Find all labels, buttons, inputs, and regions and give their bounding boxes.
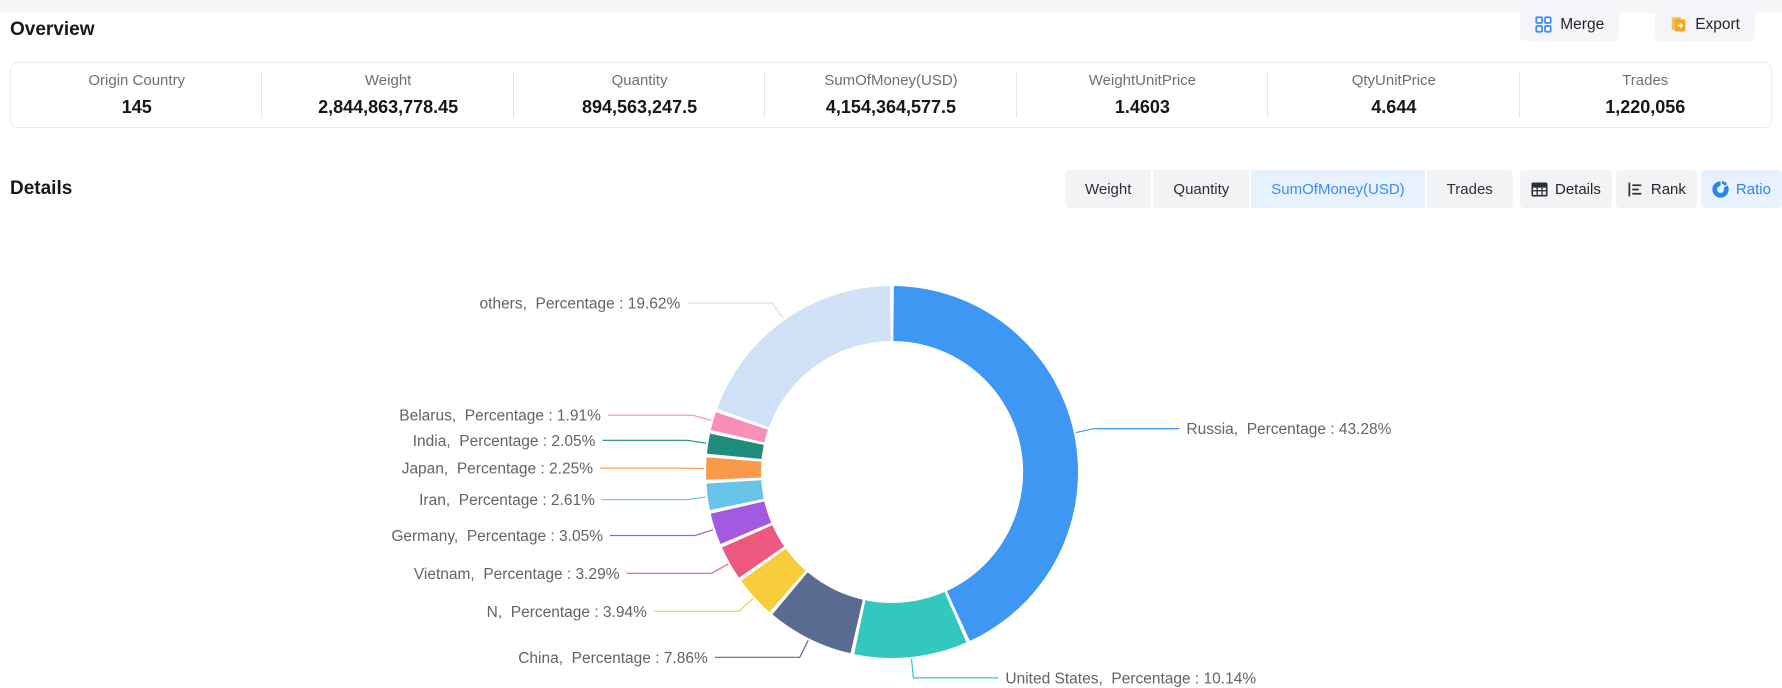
label-line-others (687, 302, 784, 319)
slice-germany[interactable] (710, 501, 772, 544)
donut-icon (1712, 180, 1729, 198)
slice-india[interactable] (706, 433, 764, 459)
tab-trades[interactable]: Trades (1426, 170, 1513, 208)
view-tab-ratio[interactable]: Ratio (1700, 170, 1782, 208)
export-button-label: Export (1695, 15, 1740, 33)
slice-label-united-states: United States, Percentage : 10.14% (1005, 670, 1256, 687)
slice-label-china: China, Percentage : 7.86% (518, 650, 708, 667)
stat-weightunitprice: WeightUnitPrice 1.4603 (1017, 72, 1268, 118)
stat-value: 145 (121, 97, 152, 117)
slice-label-n: N, Percentage : 3.94% (487, 604, 647, 621)
stat-sumofmoney-usd: SumOfMoney(USD) 4,154,364,577.5 (765, 72, 1016, 118)
top-buttons: Merge Export (1520, 8, 1755, 41)
label-line-united-states (910, 658, 999, 679)
slice-label-others: others, Percentage : 19.62% (480, 296, 681, 313)
stat-origin-country: Origin Country 145 (11, 72, 262, 118)
slice-china[interactable] (772, 572, 863, 654)
slice-vietnam[interactable] (722, 525, 785, 578)
stat-label: Trades (1622, 72, 1669, 89)
stat-value: 4.644 (1371, 97, 1417, 117)
tab-weight[interactable]: Weight (1065, 170, 1152, 208)
slice-japan[interactable] (706, 457, 762, 480)
export-button[interactable]: Export (1655, 8, 1755, 41)
slice-n[interactable] (741, 548, 806, 612)
slice-label-russia: Russia, Percentage : 43.28% (1186, 421, 1391, 438)
label-line-belarus (607, 414, 712, 421)
stat-qtyunitprice: QtyUnitPrice 4.644 (1268, 72, 1519, 118)
view-tab-group: Details Rank Ratio (1520, 170, 1782, 208)
overview-stats-card: Origin Country 145 Weight 2,844,863,778.45 Q… (10, 62, 1772, 128)
label-line-russia (1075, 428, 1180, 434)
label-line-china (714, 640, 809, 658)
label-line-vietnam (626, 563, 729, 574)
merge-button-label: Merge (1560, 15, 1605, 33)
stat-label: QtyUnitPrice (1351, 72, 1436, 89)
stat-value: 1,220,056 (1605, 97, 1686, 117)
stat-value: 4,154,364,577.5 (825, 97, 957, 117)
view-tab-label: Rank (1650, 180, 1686, 198)
view-tab-rank[interactable]: Rank (1615, 170, 1697, 208)
stat-quantity: Quantity 894,563,247.5 (514, 72, 765, 118)
slice-label-iran: Iran, Percentage : 2.61% (419, 492, 595, 509)
merge-button[interactable]: Merge (1520, 8, 1620, 41)
stat-label: SumOfMoney(USD) (824, 72, 958, 89)
slice-iran[interactable] (706, 480, 764, 511)
tab-sumofmoney-usd[interactable]: SumOfMoney(USD) (1251, 170, 1425, 208)
stat-value: 894,563,247.5 (581, 97, 698, 117)
label-line-iran (601, 496, 706, 501)
stat-weight: Weight 2,844,863,778.45 (262, 72, 513, 118)
slice-label-india: India, Percentage : 2.05% (413, 433, 596, 450)
view-tab-details[interactable]: Details (1520, 170, 1612, 208)
slice-belarus[interactable] (710, 412, 768, 443)
slice-others[interactable] (717, 286, 891, 428)
label-line-germany (610, 529, 714, 537)
view-tab-label: Ratio (1735, 180, 1771, 198)
page-title: Overview (10, 19, 95, 40)
donut-chart: Russia, Percentage : 43.28% United States… (391, 286, 1392, 687)
slice-label-vietnam: Vietnam, Percentage : 3.29% (414, 566, 620, 583)
slice-russia[interactable] (893, 286, 1079, 641)
label-line-india (602, 439, 707, 444)
label-line-n (653, 598, 754, 612)
details-title: Details (10, 178, 73, 199)
top-strip (0, 0, 1782, 13)
slice-label-belarus: Belarus, Percentage : 1.91% (399, 408, 601, 425)
export-icon (1670, 16, 1687, 33)
stat-label: Quantity (611, 72, 668, 89)
stat-value: 2,844,863,778.45 (318, 97, 459, 117)
merge-icon (1535, 16, 1552, 33)
metric-tab-group: Weight Quantity SumOfMoney(USD) Trades (1065, 170, 1513, 208)
slice-united-states[interactable] (854, 592, 967, 658)
stat-label: Weight (364, 72, 412, 89)
slice-label-japan: Japan, Percentage : 2.25% (402, 461, 594, 478)
rank-icon (1627, 181, 1644, 198)
slice-label-germany: Germany, Percentage : 3.05% (391, 528, 603, 545)
stat-value: 1.4603 (1114, 97, 1170, 117)
view-tab-label: Details (1555, 180, 1601, 198)
stat-label: Origin Country (88, 72, 186, 89)
tab-quantity[interactable]: Quantity (1153, 170, 1250, 208)
stat-trades: Trades 1,220,056 (1520, 72, 1771, 118)
table-icon (1531, 181, 1548, 198)
stat-label: WeightUnitPrice (1088, 72, 1197, 89)
